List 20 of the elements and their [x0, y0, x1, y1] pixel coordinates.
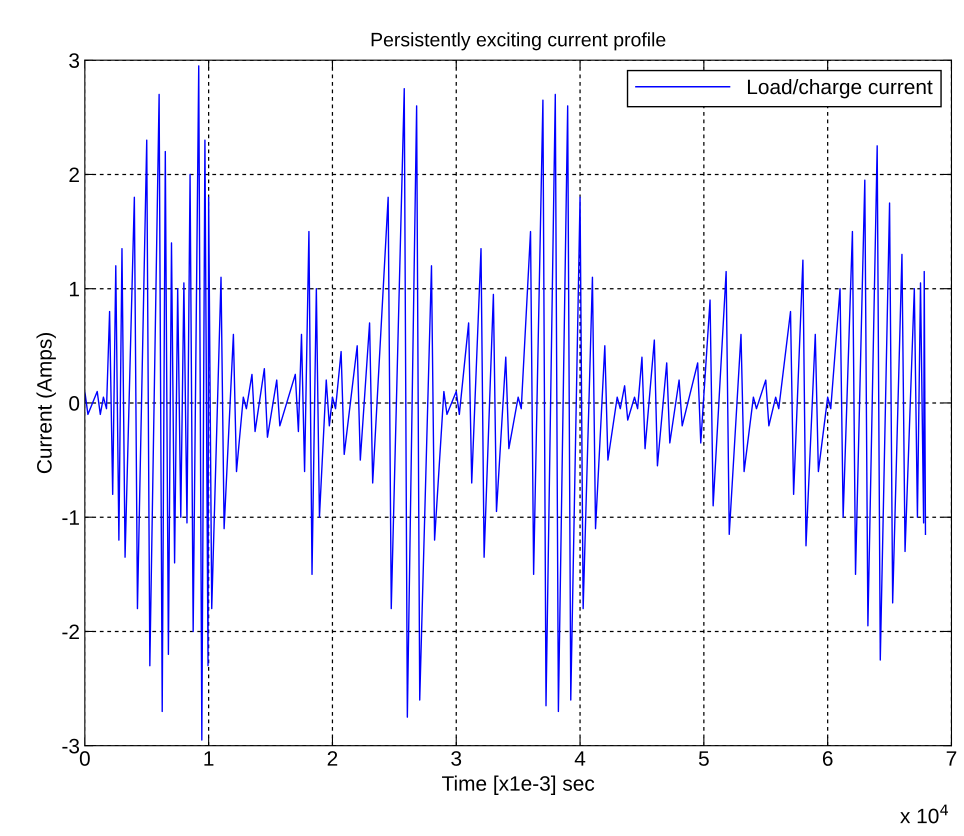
x-tick-label: 6: [822, 751, 833, 766]
x-tick-label: 0: [80, 751, 90, 766]
y-tick-label: 3: [69, 53, 80, 68]
y-tick-label: -3: [62, 738, 80, 754]
x-tick-label: 4: [574, 751, 586, 766]
x-tick-label: 5: [698, 751, 709, 766]
y-tick-label: 0: [69, 396, 80, 411]
y-tick-label: -1: [62, 510, 79, 525]
y-tick-label: 2: [69, 167, 79, 182]
y-tick-label: -2: [62, 624, 79, 640]
x-axis-title: Time [x1e-3] sec: [442, 776, 594, 795]
text: x 10$^{4}$: [900, 804, 948, 824]
legend-label: Load/charge current: [748, 78, 933, 98]
y-tick-label: 1: [70, 282, 79, 296]
x-tick-label: 3: [451, 751, 462, 766]
chart-title: Persistently exciting current profile: [372, 32, 666, 50]
y-axis-title: Current (Amps): [36, 333, 56, 474]
x-tick-label: 2: [328, 751, 338, 766]
x-tick-label: 7: [946, 751, 956, 766]
x-tick-label: 1: [204, 751, 214, 766]
